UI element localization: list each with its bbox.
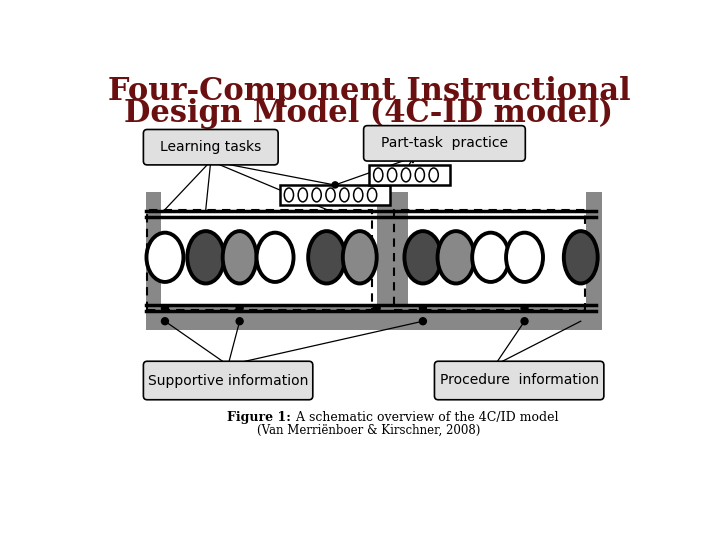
Bar [161,192,377,311]
Ellipse shape [222,231,256,284]
Bar [586,192,601,330]
Circle shape [236,305,243,312]
Text: Design Model (4C-ID model): Design Model (4C-ID model) [125,98,613,129]
Bar [377,192,392,330]
Text: A schematic overview of the 4C/ID model: A schematic overview of the 4C/ID model [292,411,559,424]
Ellipse shape [429,168,438,182]
Circle shape [161,318,168,325]
Ellipse shape [405,231,441,284]
Bar [145,192,161,330]
Text: Procedure  information: Procedure information [440,374,598,388]
Ellipse shape [308,231,345,284]
Ellipse shape [401,168,410,182]
FancyBboxPatch shape [143,361,312,400]
Circle shape [420,318,426,325]
Text: Figure 1:: Figure 1: [227,411,290,424]
Circle shape [521,318,528,325]
Text: Part-task  practice: Part-task practice [381,136,508,150]
Bar [392,307,601,330]
Bar [281,185,390,205]
Ellipse shape [256,233,294,282]
Ellipse shape [354,188,363,202]
FancyBboxPatch shape [143,130,278,165]
Ellipse shape [506,233,543,282]
Ellipse shape [367,188,377,202]
Circle shape [373,305,380,312]
Text: Four-Component Instructional: Four-Component Instructional [108,76,630,107]
Bar [392,192,586,311]
Circle shape [236,318,243,325]
Bar [392,192,408,330]
Text: Supportive information: Supportive information [148,374,308,388]
Ellipse shape [340,188,349,202]
Ellipse shape [438,231,474,284]
Bar [145,192,596,330]
Ellipse shape [472,233,509,282]
Ellipse shape [298,188,307,202]
Text: Learning tasks: Learning tasks [160,140,261,154]
Ellipse shape [387,168,397,182]
Circle shape [161,305,168,312]
Ellipse shape [326,188,335,202]
Ellipse shape [564,231,598,284]
Ellipse shape [415,168,425,182]
Circle shape [420,305,426,312]
Ellipse shape [343,231,377,284]
Ellipse shape [374,168,383,182]
Ellipse shape [312,188,321,202]
Bar [369,165,450,185]
Ellipse shape [284,188,294,202]
FancyBboxPatch shape [434,361,604,400]
Bar [148,210,372,309]
Circle shape [332,182,338,188]
Circle shape [521,305,528,312]
Bar [145,307,392,330]
Ellipse shape [146,233,184,282]
Bar [394,210,585,309]
Text: (Van Merriënboer & Kirschner, 2008): (Van Merriënboer & Kirschner, 2008) [257,423,481,436]
FancyBboxPatch shape [364,126,526,161]
Ellipse shape [187,231,224,284]
